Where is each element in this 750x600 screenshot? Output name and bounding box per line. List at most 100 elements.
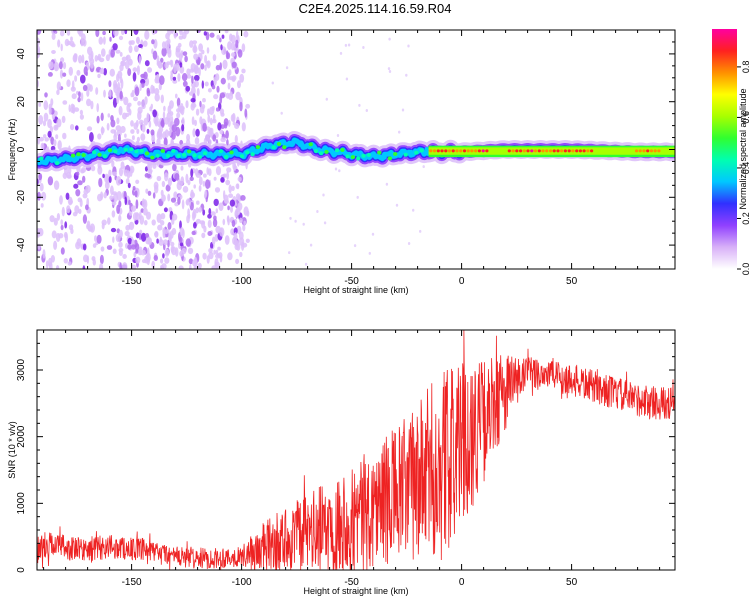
noise-speck [188,258,194,265]
noise-speck [201,220,206,229]
noise-speck [179,220,182,230]
noise-speck [388,37,391,41]
noise-speck [90,165,96,172]
noise-speck [288,251,291,255]
noise-speck [59,30,65,37]
noise-speck [128,108,132,116]
noise-speck [138,232,142,241]
noise-speck [147,190,152,196]
noise-speck [43,100,49,111]
band-peak [578,149,583,153]
noise-speck [121,56,128,62]
noise-speck [219,227,225,237]
noise-speck [110,48,115,58]
noise-speck [182,51,188,56]
noise-speck [199,116,203,125]
noise-speck [385,182,389,186]
noise-speck [206,255,210,264]
noise-speck [150,84,155,95]
y-tick-label: -20 [16,190,27,205]
band-peak [481,149,485,153]
noise-speck [89,132,94,142]
noise-speck [362,46,365,49]
spectrogram-content [37,30,675,269]
noise-speck [419,229,422,233]
band-peak [429,149,433,153]
noise-speck [186,68,191,76]
noise-speck [75,125,79,131]
noise-speck [119,262,122,269]
noise-speck [186,133,191,142]
noise-speck [171,246,177,256]
noise-speck [171,124,177,132]
noise-speck [60,224,64,231]
noise-speck [204,54,208,64]
noise-speck [371,232,375,236]
noise-speck [98,177,103,188]
noise-speck [159,75,165,86]
noise-speck [110,119,116,128]
noise-speck [213,249,216,255]
noise-speck [70,36,73,42]
x-tick-label: 0 [459,276,465,287]
noise-speck [57,140,62,150]
noise-speck [179,62,183,68]
noise-speck [187,213,191,219]
noise-speck [97,165,103,175]
noise-speck [203,31,207,36]
noise-speck [151,135,156,143]
band-peak [477,149,481,153]
noise-speck [228,193,234,198]
noise-speck [82,214,87,224]
x-tick-label: 50 [566,577,578,588]
noise-speck [157,224,163,231]
ridge-peak [70,153,76,158]
noise-speck [80,92,84,102]
noise-speck [53,240,58,250]
ridge-peak [371,152,377,157]
noise-speck [64,221,68,229]
noise-speck [189,176,194,181]
noise-speck [174,117,180,127]
noise-speck [208,208,212,215]
noise-speck [151,39,155,45]
ridge-peak [250,152,255,157]
noise-speck [196,200,200,205]
noise-speck [206,47,210,54]
noise-speck [139,83,142,91]
noise-speck [115,91,119,96]
noise-speck [38,228,44,237]
noise-speck [145,233,150,238]
ridge-peak [197,155,202,159]
ridge-peak [303,144,308,149]
noise-speck [201,104,206,110]
noise-speck [90,100,94,110]
ridge-peak [239,154,245,159]
y-tick-label: 20 [16,96,27,108]
noise-speck [226,52,231,60]
noise-speck [160,258,164,264]
noise-speck [213,198,219,207]
noise-speck [395,203,399,207]
ridge-peak [414,150,419,155]
noise-speck [136,128,140,135]
noise-speck [139,119,144,126]
noise-speck [193,222,197,229]
noise-speck [244,108,248,118]
noise-speck [209,32,215,38]
noise-speck [81,33,86,43]
noise-speck [99,254,104,265]
colorbar-tick-label: 0.6 [741,111,750,124]
noise-speck [216,85,220,93]
x-tick-label: 0 [459,577,465,588]
noise-speck [207,219,212,228]
noise-speck [161,263,167,269]
noise-speck [82,175,86,183]
noise-speck [140,133,146,142]
noise-speck [229,33,233,42]
band-peak [511,149,515,153]
y-tick-label: 40 [16,48,27,60]
noise-speck [119,90,123,100]
noise-speck [227,82,231,90]
noise-speck [163,239,168,246]
